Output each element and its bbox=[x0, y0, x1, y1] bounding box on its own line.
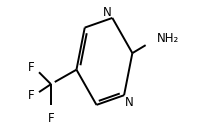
Text: F: F bbox=[28, 89, 34, 102]
Text: N: N bbox=[125, 96, 134, 109]
Text: NH₂: NH₂ bbox=[156, 32, 179, 45]
Text: F: F bbox=[28, 61, 34, 74]
Text: N: N bbox=[102, 6, 111, 19]
Text: F: F bbox=[48, 112, 54, 125]
